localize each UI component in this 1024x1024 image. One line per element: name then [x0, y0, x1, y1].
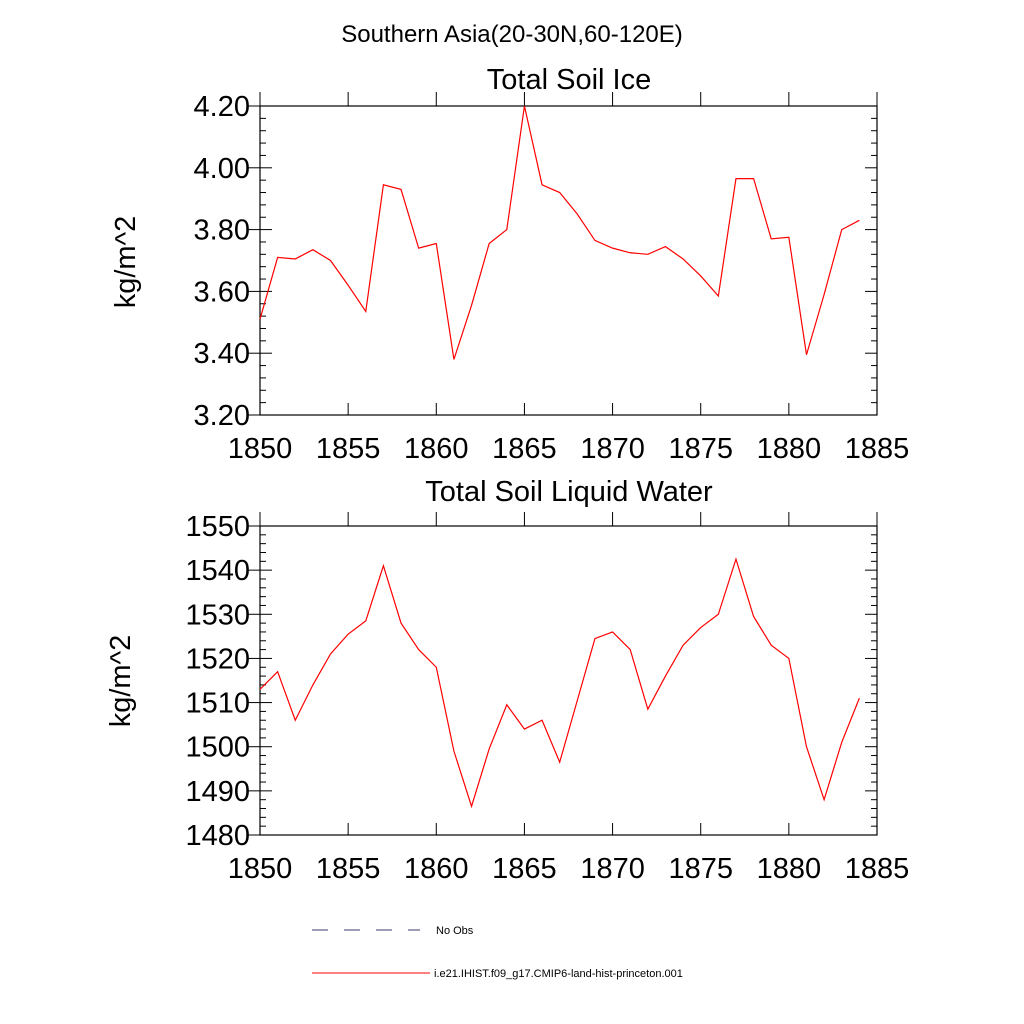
soil-ice-title: Total Soil Ice [487, 64, 651, 96]
legend-model-label: i.e21.IHIST.f09_g17.CMIP6-land-hist-prin… [434, 968, 683, 980]
x-tick-label: 1865 [492, 433, 557, 465]
y-tick-label: 3.80 [194, 215, 250, 247]
x-tick-label: 1860 [404, 853, 469, 885]
soil-ice-plot-frame [259, 105, 878, 416]
x-tick-label: 1865 [492, 853, 557, 885]
x-tick-label: 1870 [580, 433, 645, 465]
x-tick-label: 1875 [668, 433, 733, 465]
x-tick-label: 1850 [228, 433, 293, 465]
y-tick-label: 4.00 [194, 153, 250, 185]
y-tick-label: 3.20 [194, 400, 250, 432]
y-tick-label: 1540 [185, 555, 250, 587]
y-tick-label: 4.20 [194, 91, 250, 123]
soil-ice-ticks [248, 92, 878, 416]
x-tick-label: 1885 [845, 853, 910, 885]
y-tick-label: 1500 [185, 732, 250, 764]
y-tick-label: 3.60 [194, 276, 250, 308]
soil-liquid-water-series [259, 557, 860, 809]
soil-ice-series [259, 105, 860, 360]
figure-suptitle: Southern Asia(20-30N,60-120E) [341, 21, 683, 48]
soil-liquid-water-ticks [248, 512, 878, 836]
soil-liquid-water-tick-labels: 1850 1855 1860 1865 1870 1875 1880 1885 1480 1490… [185, 511, 909, 885]
y-tick-label: 1510 [185, 688, 250, 720]
x-tick-label: 1850 [228, 853, 293, 885]
legend: No Obs i.e21.IHIST.f09_g17.CMIP6-land-hi… [312, 925, 683, 980]
y-tick-label: 1530 [185, 599, 250, 631]
x-tick-label: 1875 [668, 853, 733, 885]
x-tick-label: 1880 [757, 433, 822, 465]
soil-liquid-water-series-line [259, 557, 860, 809]
y-tick-label: 1550 [185, 511, 250, 543]
y-tick-label: 3.40 [194, 338, 250, 370]
soil-ice-panel: Total Soil Ice kg/m^2 1850 1855 1860 1865 18… [110, 64, 909, 465]
x-tick-label: 1855 [316, 853, 381, 885]
y-tick-label: 1520 [185, 643, 250, 675]
soil-liquid-water-panel: Total Soil Liquid Water kg/m^2 1850 1855 1… [105, 476, 909, 885]
x-tick-label: 1860 [404, 433, 469, 465]
soil-ice-tick-labels: 1850 1855 1860 1865 1870 1875 1880 1885 3.20 3.40… [194, 91, 910, 465]
y-tick-label: 1480 [185, 820, 250, 852]
x-tick-label: 1885 [845, 433, 910, 465]
legend-no-obs-label: No Obs [436, 925, 474, 937]
x-tick-label: 1870 [580, 853, 645, 885]
x-tick-label: 1855 [316, 433, 381, 465]
soil-ice-ylabel: kg/m^2 [110, 216, 142, 309]
soil-liquid-water-title: Total Soil Liquid Water [425, 476, 713, 508]
y-tick-label: 1490 [185, 776, 250, 808]
soil-liquid-water-ylabel: kg/m^2 [105, 635, 137, 728]
x-tick-label: 1880 [757, 853, 822, 885]
soil-liquid-water-plot-frame [259, 525, 878, 836]
soil-ice-series-line [259, 105, 860, 360]
